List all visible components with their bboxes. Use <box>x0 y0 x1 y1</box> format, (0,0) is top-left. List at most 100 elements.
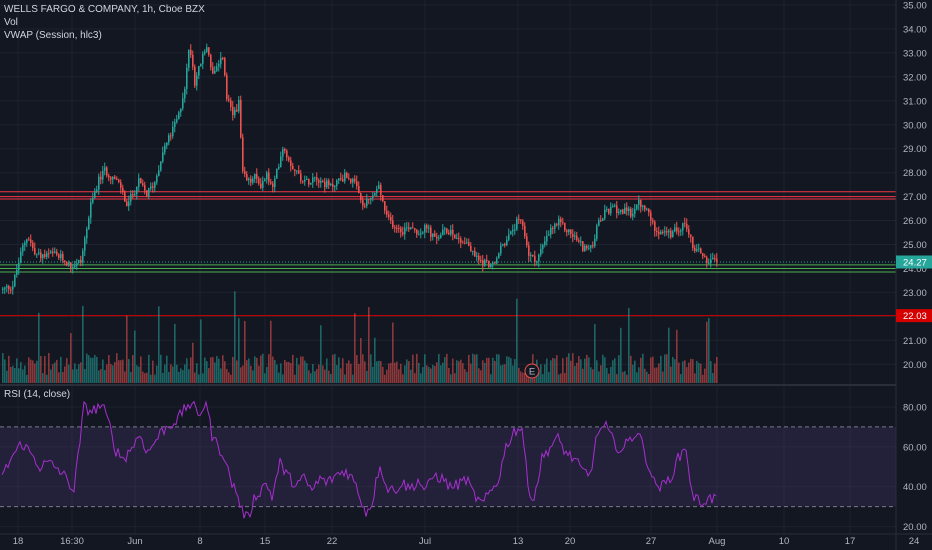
candle-body <box>108 175 110 178</box>
candle-body <box>206 47 208 52</box>
volume-bar <box>478 368 480 383</box>
candle-body <box>476 255 478 257</box>
volume-bar <box>138 366 140 383</box>
volume-bar <box>112 365 114 383</box>
candle-body <box>12 286 14 290</box>
symbol-title[interactable]: WELLS FARGO & COMPANY, 1h, Cboe BZX <box>4 4 205 15</box>
volume-bar <box>242 365 244 383</box>
volume-bar <box>410 369 412 383</box>
volume-bar <box>498 354 500 383</box>
candle-body <box>300 173 302 181</box>
volume-bar <box>14 368 16 383</box>
candle-body <box>334 185 336 187</box>
candle-body <box>186 67 188 89</box>
volume-bar <box>194 372 196 383</box>
candle-body <box>406 227 408 229</box>
candle-body <box>660 231 662 235</box>
candle-body <box>6 286 8 288</box>
volume-bar <box>272 356 274 383</box>
candle-body <box>252 178 254 183</box>
volume-bar <box>494 360 496 383</box>
candle-body <box>82 250 84 263</box>
candle-body <box>624 207 626 214</box>
volume-bar <box>538 371 540 383</box>
candle-body <box>608 208 610 214</box>
volume-bar <box>294 374 296 383</box>
volume-bar <box>454 373 456 383</box>
candle-body <box>350 178 352 183</box>
time-tick-label: 10 <box>779 536 790 547</box>
volume-bar <box>316 369 318 383</box>
volume-bar <box>602 354 604 383</box>
candle-body <box>224 58 226 76</box>
candle-body <box>14 274 16 287</box>
vwap-legend[interactable]: VWAP (Session, hlc3) <box>4 30 102 41</box>
candle-body <box>138 178 140 187</box>
volume-bar <box>344 374 346 383</box>
volume-bar <box>518 367 520 383</box>
volume-bar <box>84 369 86 383</box>
candle-body <box>130 194 132 202</box>
volume-legend[interactable]: Vol <box>4 17 18 28</box>
candle-body <box>620 209 622 212</box>
volume-bar <box>482 360 484 383</box>
volume-bar <box>460 359 462 383</box>
candle-body <box>692 236 694 249</box>
candle-body <box>544 241 546 245</box>
volume-bar <box>338 357 340 383</box>
volume-bar <box>464 369 466 383</box>
candle-body <box>290 160 292 166</box>
candle-body <box>422 232 424 234</box>
candle-body <box>646 208 648 210</box>
volume-bar <box>630 355 632 383</box>
candle-body <box>488 260 490 268</box>
candle-body <box>530 255 532 257</box>
volume-bar <box>534 373 536 383</box>
rsi-legend[interactable]: RSI (14, close) <box>4 389 71 400</box>
volume-bar <box>428 366 430 383</box>
volume-bar <box>114 362 116 383</box>
candle-body <box>162 152 164 162</box>
candle-body <box>466 242 468 244</box>
candle-body <box>60 253 62 258</box>
candle-body <box>614 205 616 207</box>
candle-body <box>330 184 332 186</box>
price-tick-label: 25.00 <box>903 240 927 251</box>
candle-body <box>508 234 510 240</box>
candle-body <box>288 157 290 161</box>
candlestick-series <box>2 43 718 295</box>
volume-bar <box>156 365 158 383</box>
candle-body <box>704 256 706 258</box>
candle-body <box>384 201 386 211</box>
candle-body <box>428 227 430 229</box>
candle-body <box>298 170 300 174</box>
volume-bar <box>206 361 208 383</box>
volume-bar <box>572 353 574 383</box>
candle-body <box>436 236 438 239</box>
volume-bar <box>274 359 276 383</box>
candle-body <box>362 199 364 206</box>
chart-markers[interactable]: E <box>524 363 540 379</box>
candle-body <box>478 255 480 261</box>
volume-bar <box>252 370 254 383</box>
volume-bar <box>62 372 64 383</box>
volume-bar <box>352 374 354 383</box>
candle-body <box>364 205 366 207</box>
volume-bar <box>122 359 124 383</box>
volume-bar <box>152 360 154 383</box>
candle-body <box>96 189 98 192</box>
volume-bar <box>216 356 218 383</box>
volume-bar <box>266 366 268 383</box>
candle-body <box>184 88 186 99</box>
volume-bar <box>36 360 38 383</box>
volume-bar <box>524 372 526 383</box>
volume-bar <box>38 312 40 383</box>
volume-bar <box>24 365 26 383</box>
volume-bar <box>516 298 518 383</box>
candle-body <box>598 220 600 226</box>
horizontal-levels <box>0 191 896 317</box>
volume-bar <box>148 354 150 383</box>
candle-body <box>314 177 316 179</box>
candle-body <box>552 227 554 229</box>
